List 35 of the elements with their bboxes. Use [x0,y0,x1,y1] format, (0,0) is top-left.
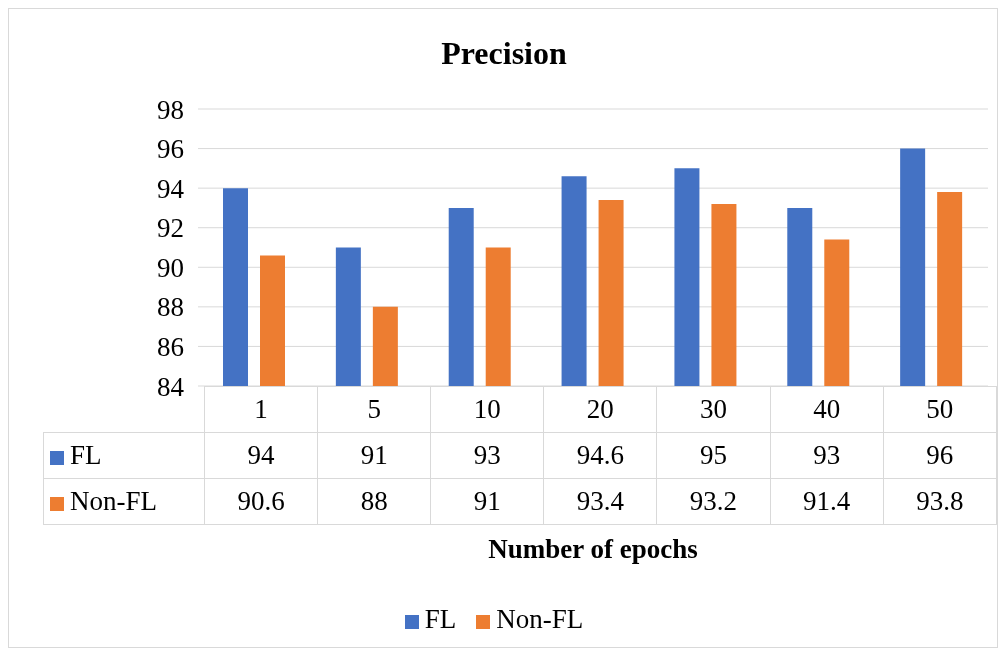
legend-label: FL [43,432,205,479]
x-tick-label: 30 [656,386,771,433]
x-tick-label: 20 [543,386,657,433]
x-tick-label: 5 [317,386,431,433]
data-label: 91 [317,432,431,479]
y-tick-label: 94 [157,173,185,204]
y-tick-label: 88 [157,292,184,323]
text: Non-FL [496,604,584,634]
data-label: 93.8 [883,478,997,525]
data-label: 93.2 [656,478,771,525]
data-label: 95 [656,432,771,479]
data-label: 94.6 [543,432,657,479]
data-label: 91 [430,478,544,525]
y-tick-label: 98 [157,94,184,125]
data-label: 93 [430,432,544,479]
chart-title: Precision [440,35,568,72]
x-axis-title: Number of epochs [487,534,699,565]
x-tick-label: 1 [204,386,318,433]
legend-label: Non-FL [43,478,205,525]
text: FL [424,604,457,634]
x-tick-label: 10 [430,386,544,433]
y-tick-label: 90 [157,252,184,283]
data-label: 96 [883,432,997,479]
data-label: 90.6 [204,478,318,525]
x-tick-label: 50 [883,386,997,433]
data-label: 91.4 [770,478,884,525]
y-tick-label: 96 [157,134,184,165]
data-label: 88 [317,478,431,525]
y-tick-label: 84 [157,371,185,402]
data-label: 93.4 [543,478,657,525]
x-tick-label: 40 [770,386,884,433]
data-label: 94 [204,432,318,479]
y-tick-label: 92 [157,213,184,244]
data-label: 93 [770,432,884,479]
y-tick-label: 86 [157,332,184,363]
